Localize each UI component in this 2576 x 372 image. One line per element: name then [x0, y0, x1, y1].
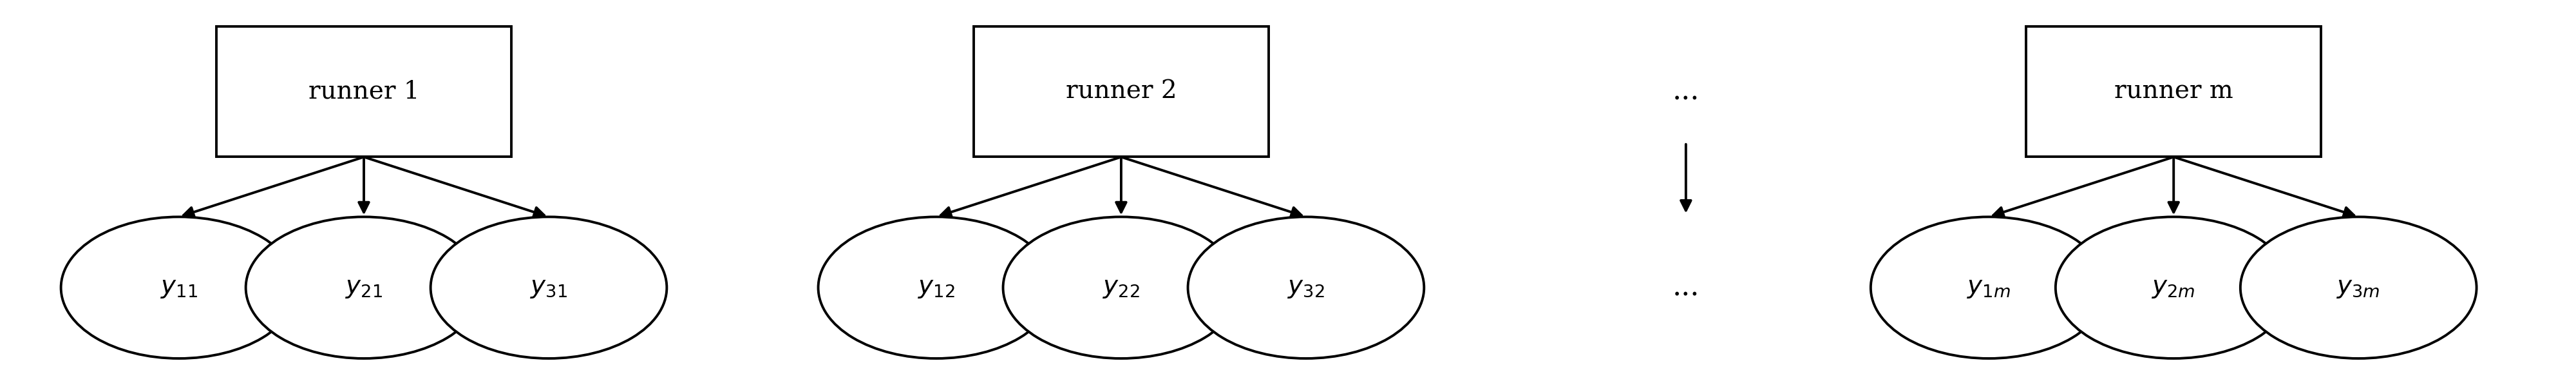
- FancyBboxPatch shape: [2027, 26, 2321, 157]
- Ellipse shape: [245, 217, 482, 359]
- Ellipse shape: [2056, 217, 2293, 359]
- Text: $y_{2m}$: $y_{2m}$: [2151, 276, 2195, 299]
- Ellipse shape: [1188, 217, 1425, 359]
- Text: runner 2: runner 2: [1066, 80, 1177, 103]
- Ellipse shape: [1002, 217, 1239, 359]
- Text: $y_{3m}$: $y_{3m}$: [2336, 276, 2380, 299]
- Text: $y_{1m}$: $y_{1m}$: [1968, 276, 2012, 299]
- Ellipse shape: [62, 217, 296, 359]
- Text: $y_{32}$: $y_{32}$: [1288, 276, 1324, 299]
- Text: ...: ...: [1672, 78, 1700, 106]
- Text: $y_{31}$: $y_{31}$: [531, 276, 567, 299]
- Text: ...: ...: [1672, 274, 1700, 302]
- Text: runner 1: runner 1: [309, 80, 420, 103]
- Ellipse shape: [430, 217, 667, 359]
- Text: $y_{11}$: $y_{11}$: [160, 276, 198, 299]
- Ellipse shape: [819, 217, 1054, 359]
- Text: $y_{12}$: $y_{12}$: [917, 276, 956, 299]
- Ellipse shape: [1870, 217, 2107, 359]
- Text: runner m: runner m: [2115, 80, 2233, 103]
- FancyBboxPatch shape: [216, 26, 513, 157]
- Text: $y_{22}$: $y_{22}$: [1103, 276, 1139, 299]
- Ellipse shape: [2241, 217, 2476, 359]
- Text: $y_{21}$: $y_{21}$: [345, 276, 384, 299]
- FancyBboxPatch shape: [974, 26, 1270, 157]
